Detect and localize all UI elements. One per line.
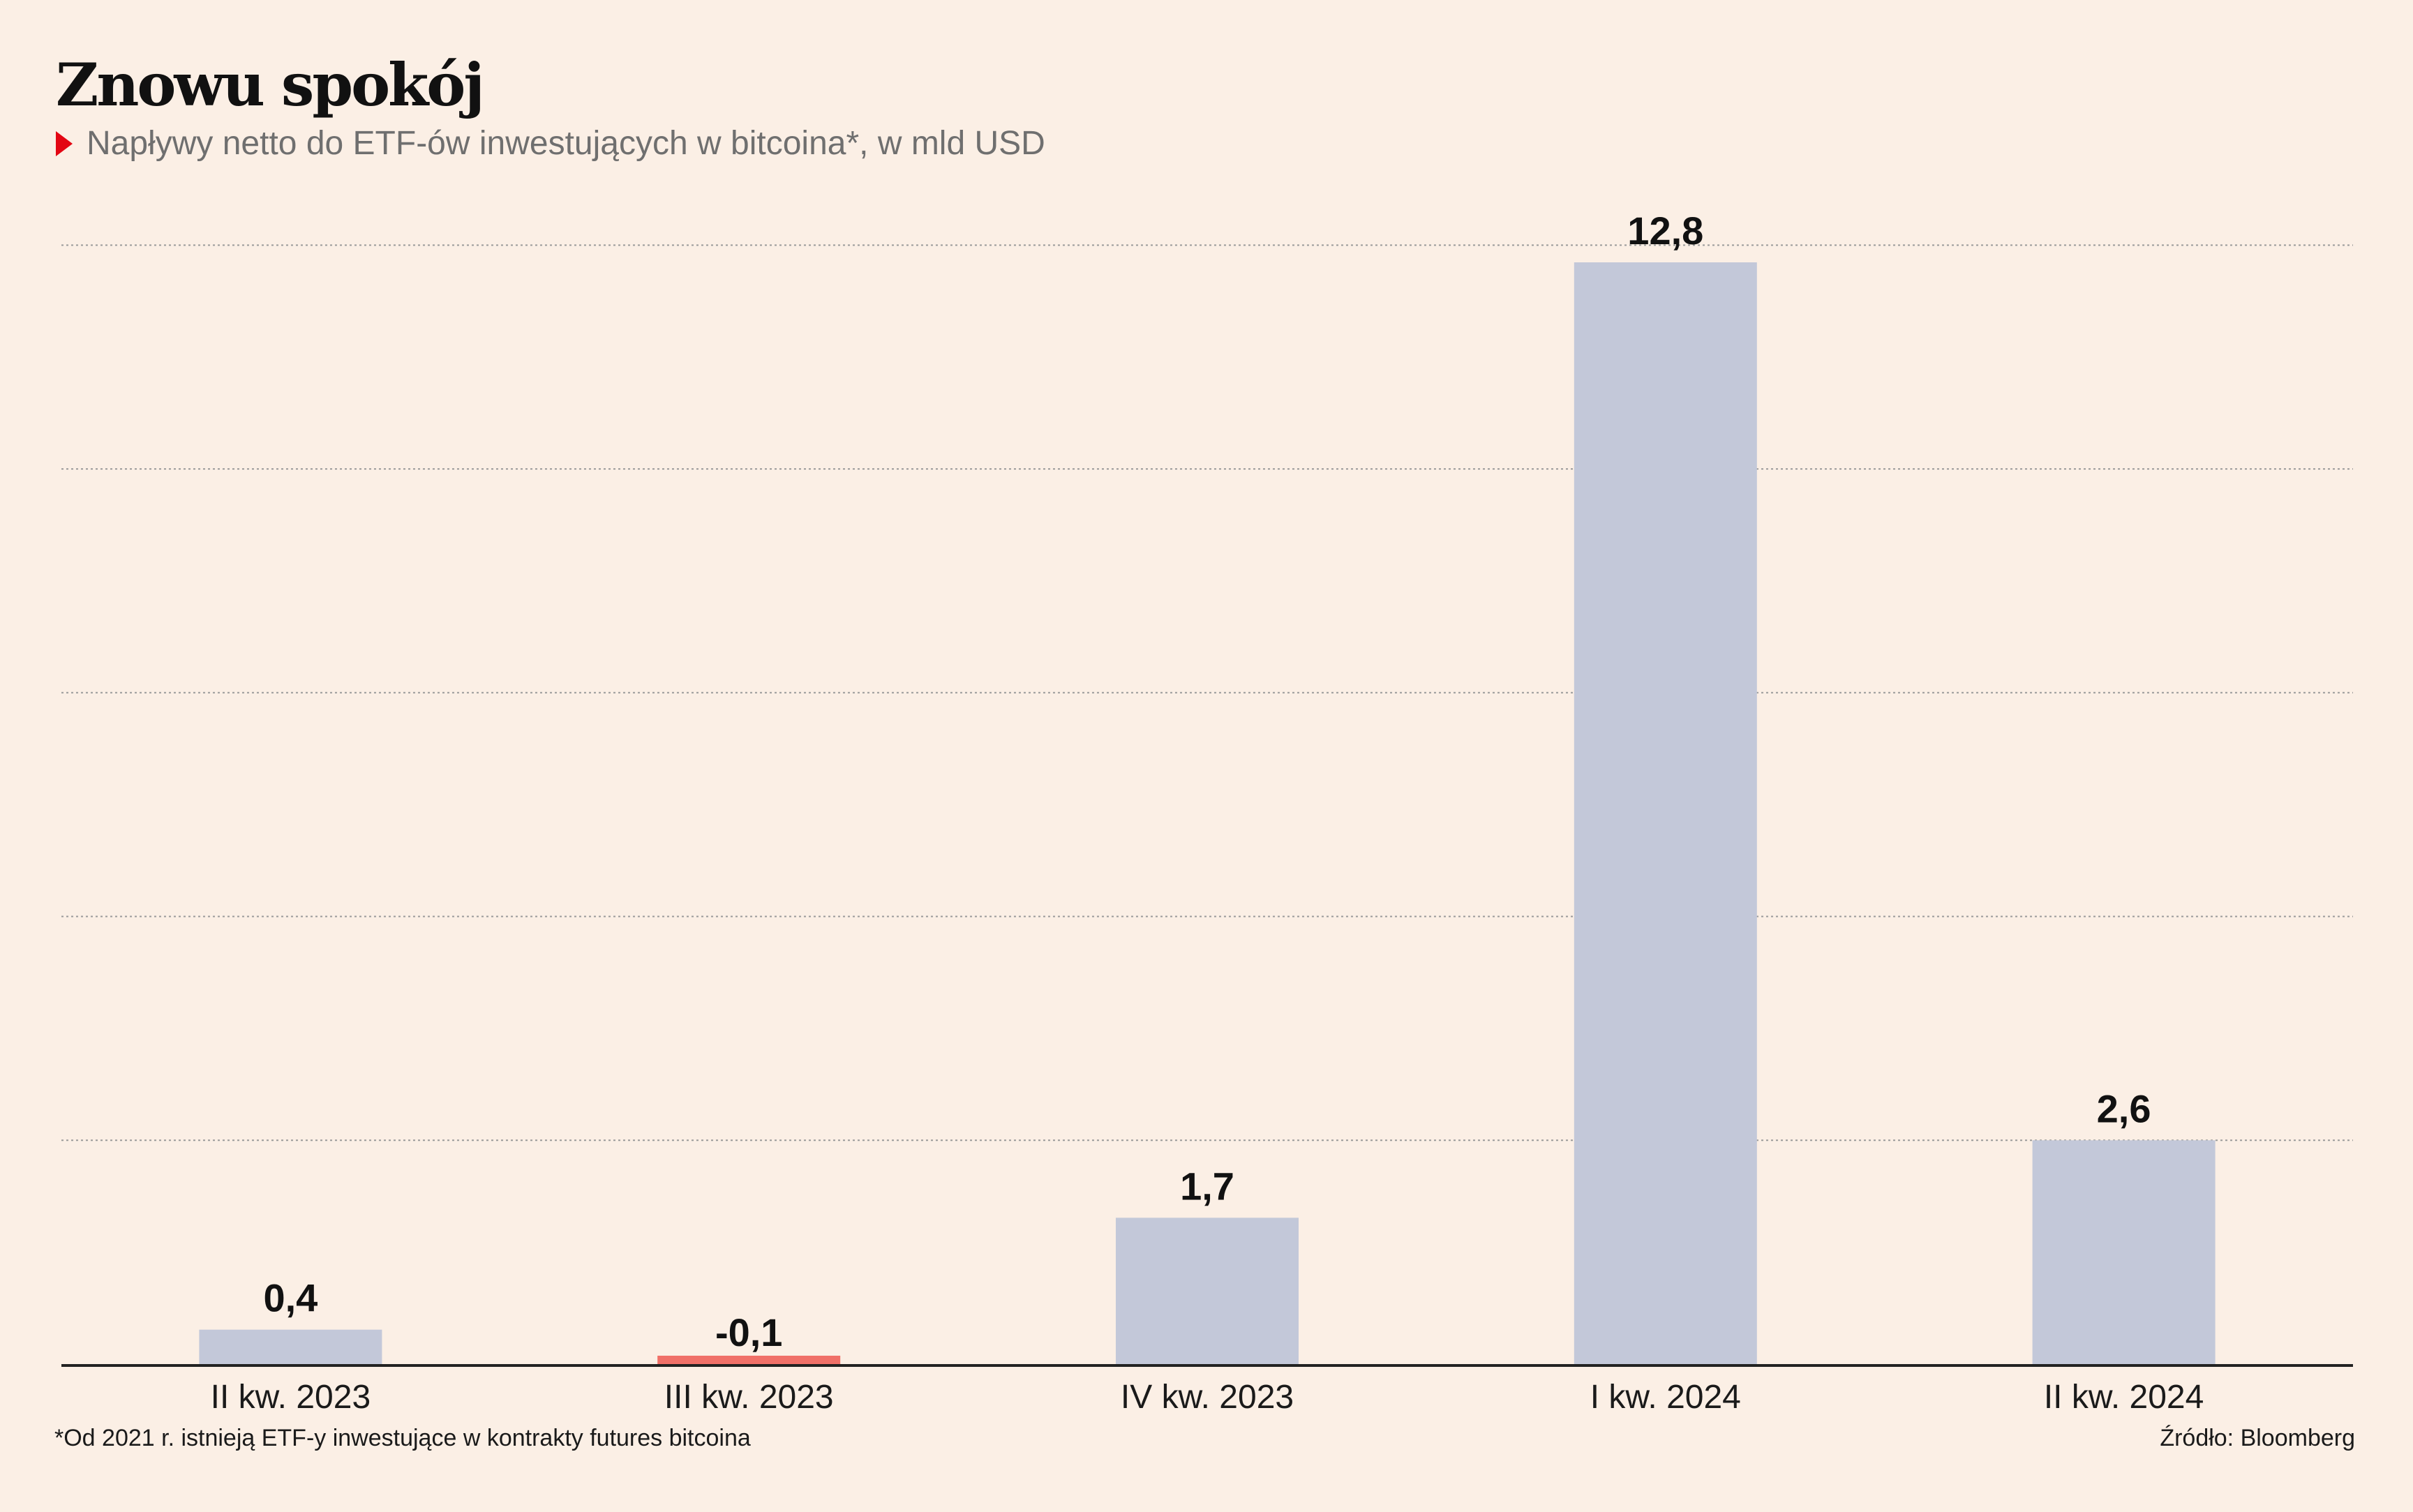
value-label-2: -0,1 bbox=[715, 1310, 783, 1354]
chart-subtitle: Napływy netto do ETF-ów inwestujących w … bbox=[56, 124, 1045, 163]
bar-3 bbox=[1116, 1218, 1299, 1364]
subtitle-text: Napływy netto do ETF-ów inwestujących w … bbox=[87, 125, 1045, 162]
x-tick-label-4: I kw. 2024 bbox=[1590, 1379, 1741, 1416]
value-label-3: 1,7 bbox=[1180, 1164, 1234, 1208]
value-label-5: 2,6 bbox=[2097, 1086, 2151, 1130]
chart-title: Znowu spokój bbox=[56, 50, 485, 119]
value-label-4: 12,8 bbox=[1627, 209, 1703, 253]
red-triangle-icon bbox=[56, 130, 73, 156]
x-tick-label-5: II kw. 2024 bbox=[2044, 1379, 2204, 1416]
bar-1 bbox=[199, 1329, 382, 1364]
bar-5 bbox=[2032, 1140, 2216, 1364]
x-tick-label-2: III kw. 2023 bbox=[664, 1379, 834, 1416]
footnote: *Od 2021 r. istnieją ETF-y inwestujące w… bbox=[54, 1425, 751, 1451]
x-tick-label-1: II kw. 2023 bbox=[211, 1379, 371, 1416]
bar-4 bbox=[1574, 262, 1757, 1364]
x-tick-label-3: IV kw. 2023 bbox=[1121, 1379, 1294, 1416]
value-label-1: 0,4 bbox=[263, 1276, 318, 1320]
source-note: Źródło: Bloomberg bbox=[2160, 1425, 2355, 1451]
bar-2 bbox=[657, 1356, 841, 1364]
